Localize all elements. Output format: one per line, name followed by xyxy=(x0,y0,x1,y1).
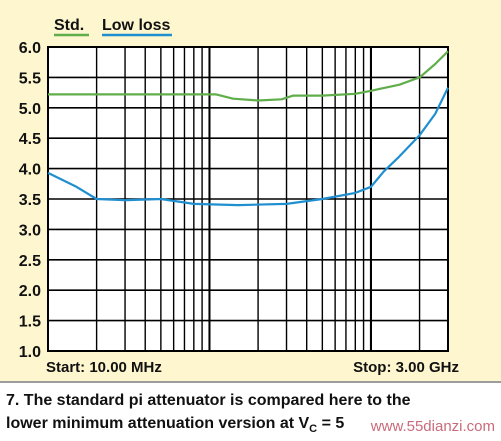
x-stop-label: Stop: 3.00 GHz xyxy=(353,359,459,376)
y-tick-label: 3.5 xyxy=(19,192,41,209)
legend-label-std: Std. xyxy=(54,17,84,34)
watermark: www.55dianzi.com xyxy=(370,418,495,435)
line-chart: 6.0 5.5 5.0 4.5 4.0 3.5 3.0 2.5 2.0 1.5 1.0 Std. Low… xyxy=(19,17,459,376)
chart-panel: 6.0 5.5 5.0 4.5 4.0 3.5 3.0 2.5 2.0 1.5 1.0 Std. Low… xyxy=(0,0,501,383)
x-start-label: Start: 10.00 MHz xyxy=(46,359,162,376)
caption-line-2-suffix: = 5 xyxy=(317,415,345,432)
y-tick-label: 4.0 xyxy=(19,162,41,179)
legend-label-low-loss: Low loss xyxy=(102,17,171,34)
series-line-low-loss xyxy=(47,87,449,207)
y-tick-label: 3.0 xyxy=(19,222,41,239)
figure-caption: 7. The standard pi attenuator is compare… xyxy=(6,389,496,441)
caption-line-2: lower minimum attenuation version at VC … xyxy=(6,412,496,441)
y-tick-label: 6.0 xyxy=(19,40,41,57)
series-line-std xyxy=(48,50,449,102)
y-tick-label: 1.5 xyxy=(19,314,41,331)
y-tick-label: 2.5 xyxy=(19,253,41,270)
caption-line-2-text: lower minimum attenuation version at V xyxy=(6,415,310,432)
caption-subscript: C xyxy=(309,423,318,436)
y-tick-label: 4.5 xyxy=(19,131,41,148)
y-tick-label: 5.5 xyxy=(19,70,41,87)
y-tick-label: 5.0 xyxy=(19,101,41,118)
plot-border xyxy=(47,46,449,352)
y-tick-label: 2.0 xyxy=(19,283,41,300)
y-tick-label: 1.0 xyxy=(19,344,41,361)
caption-line-1: 7. The standard pi attenuator is compare… xyxy=(6,392,411,409)
